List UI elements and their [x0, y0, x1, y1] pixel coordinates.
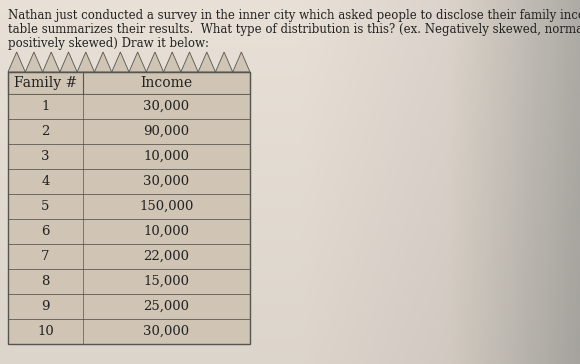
Polygon shape [42, 52, 60, 72]
Bar [8, 244, 250, 269]
Text: 10,000: 10,000 [143, 150, 190, 163]
Text: 6: 6 [41, 225, 50, 238]
Text: 30,000: 30,000 [143, 100, 190, 113]
Polygon shape [77, 52, 95, 72]
Text: table summarizes their results.  What type of distribution is this? (ex. Negativ: table summarizes their results. What typ… [8, 23, 580, 36]
Bar [8, 119, 250, 144]
Text: 4: 4 [41, 175, 50, 188]
Bar [8, 269, 250, 294]
Text: 90,000: 90,000 [143, 125, 190, 138]
Bar [8, 72, 250, 344]
Text: 2: 2 [41, 125, 50, 138]
Text: 10: 10 [37, 325, 54, 338]
Polygon shape [164, 52, 181, 72]
Polygon shape [198, 52, 215, 72]
Bar [8, 194, 250, 219]
Bar [8, 94, 250, 119]
Text: 30,000: 30,000 [143, 175, 190, 188]
Text: 15,000: 15,000 [143, 275, 190, 288]
Text: 22,000: 22,000 [143, 250, 190, 263]
Text: 30,000: 30,000 [143, 325, 190, 338]
Text: 25,000: 25,000 [143, 300, 190, 313]
Text: Income: Income [140, 76, 193, 90]
Polygon shape [181, 52, 198, 72]
Text: 1: 1 [41, 100, 50, 113]
Polygon shape [233, 52, 250, 72]
Text: Nathan just conducted a survey in the inner city which asked people to disclose : Nathan just conducted a survey in the in… [8, 9, 580, 22]
Text: Family #: Family # [14, 76, 77, 90]
Bar [8, 169, 250, 194]
Text: positively skewed) Draw it below:: positively skewed) Draw it below: [8, 37, 209, 50]
Text: 7: 7 [41, 250, 50, 263]
Text: 5: 5 [41, 200, 50, 213]
Polygon shape [129, 52, 146, 72]
Polygon shape [26, 52, 42, 72]
Text: 150,000: 150,000 [139, 200, 194, 213]
Polygon shape [146, 52, 164, 72]
Polygon shape [60, 52, 77, 72]
Polygon shape [215, 52, 233, 72]
Text: 9: 9 [41, 300, 50, 313]
Bar [8, 144, 250, 169]
Bar [8, 319, 250, 344]
Polygon shape [8, 52, 26, 72]
Polygon shape [95, 52, 112, 72]
Polygon shape [112, 52, 129, 72]
Bar [8, 219, 250, 244]
Bar [8, 294, 250, 319]
Text: 8: 8 [41, 275, 50, 288]
Bar [8, 72, 250, 94]
Text: 3: 3 [41, 150, 50, 163]
Text: 10,000: 10,000 [143, 225, 190, 238]
